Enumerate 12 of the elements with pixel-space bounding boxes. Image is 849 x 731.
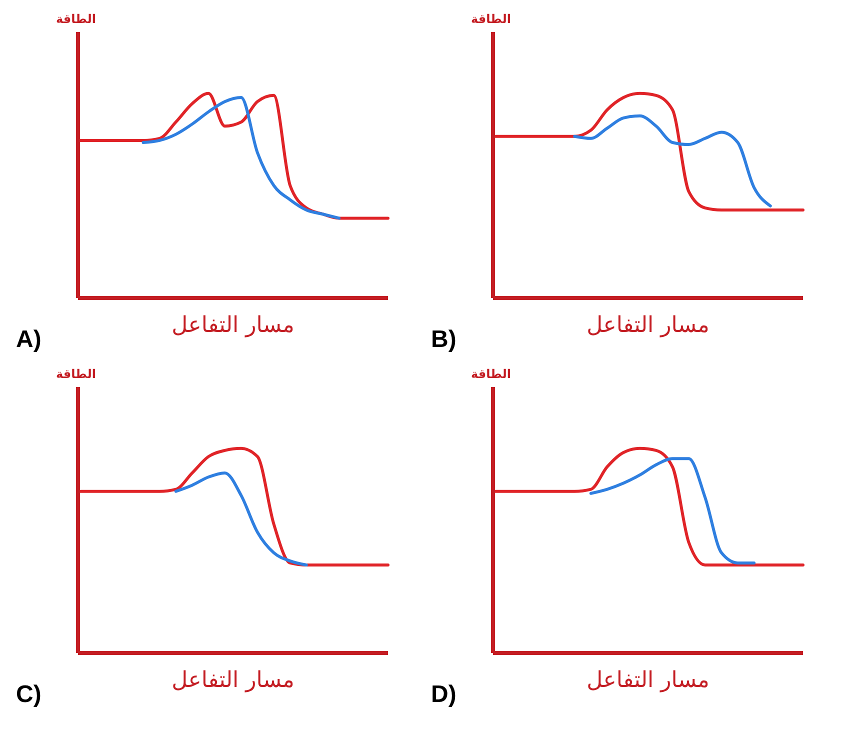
x-axis-title: مسار التفاعل xyxy=(586,668,710,693)
text: D) xyxy=(431,681,456,709)
text: A) xyxy=(16,326,42,354)
x-axis-title: مسار التفاعل xyxy=(170,313,296,338)
y-axis-title: الطاقة xyxy=(471,367,511,381)
text: C) xyxy=(16,681,42,709)
y-axis-title: الطاقة xyxy=(471,12,511,26)
text: B) xyxy=(431,326,456,354)
y-axis-title: الطاقة xyxy=(56,367,96,381)
x-axis-title: مسار التفاعل xyxy=(170,668,296,693)
x-axis-title: مسار التفاعل xyxy=(586,313,710,338)
y-axis-title: الطاقة xyxy=(56,12,96,26)
